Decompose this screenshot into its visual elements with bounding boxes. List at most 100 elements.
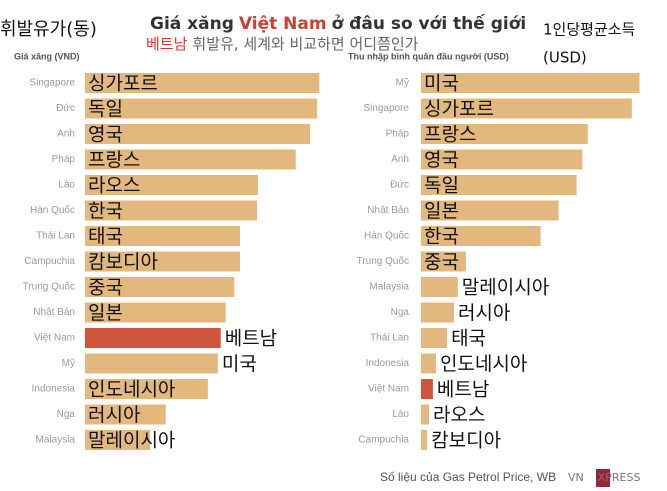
overlay-translation: 프랑스 xyxy=(424,124,476,146)
overlay-translation: 라오스 xyxy=(88,175,140,197)
overlay-translation: 독일 xyxy=(88,98,123,120)
category-label: Mỹ xyxy=(396,78,409,89)
category-label: Đức xyxy=(390,180,409,191)
category-label: Pháp xyxy=(52,154,76,165)
overlay-translation: 중국 xyxy=(424,251,459,273)
overlay-translation: 베트남 xyxy=(437,379,489,401)
category-label: Malaysia xyxy=(370,282,410,293)
bar xyxy=(421,277,458,297)
bar xyxy=(85,175,258,195)
bar xyxy=(85,226,240,246)
bar xyxy=(85,353,218,374)
overlay-translation: 미국 xyxy=(222,353,257,375)
axis-label: Giá xăng (VND) xyxy=(14,51,80,61)
category-label: Việt Nam xyxy=(368,384,409,395)
category-label: Anh xyxy=(57,129,75,140)
bar xyxy=(421,379,433,399)
bar xyxy=(85,98,318,119)
logo-part: VN xyxy=(568,471,584,484)
overlay-translation: 싱가포르 xyxy=(88,73,158,95)
overlay-translation: 인도네시아 xyxy=(440,353,527,375)
bar xyxy=(421,124,588,144)
bar xyxy=(85,124,310,144)
title-part: ở đâu so với thế giới xyxy=(332,13,527,34)
overlay-translation: 일본 xyxy=(88,302,123,324)
overlay-translation: 러시아 xyxy=(88,404,140,426)
category-label: Mỹ xyxy=(62,358,75,369)
category-label: Hàn Quốc xyxy=(364,230,409,242)
overlay-translation: 미국 xyxy=(424,73,459,95)
bar xyxy=(421,404,430,425)
category-label: Nhật Bản xyxy=(33,307,75,318)
overlay-right-title: 1인당평균소득 xyxy=(543,21,636,39)
bar xyxy=(85,430,150,450)
bar xyxy=(421,149,583,170)
bar xyxy=(421,251,466,272)
bar xyxy=(85,200,258,221)
overlay-translation: 캄보디아 xyxy=(88,251,158,273)
bar xyxy=(85,277,235,297)
overlay-translation: 한국 xyxy=(424,226,459,248)
category-label: Việt Nam xyxy=(34,333,75,344)
category-label: Nhật Bản xyxy=(367,205,409,216)
overlay-translation: 라오스 xyxy=(433,404,485,426)
title-part: Việt Nam xyxy=(239,14,327,34)
category-label: Malaysia xyxy=(36,435,76,446)
overlay-translation: 싱가포르 xyxy=(424,98,494,120)
bar xyxy=(421,98,632,119)
overlay-left-title: 휘발유가(동) xyxy=(0,19,97,40)
bar xyxy=(421,328,448,348)
overlay-translation: 태국 xyxy=(88,226,123,248)
bar xyxy=(85,379,208,399)
overlay-translation: 태국 xyxy=(451,328,486,350)
bar xyxy=(421,226,541,246)
overlay-translation: 독일 xyxy=(424,175,459,197)
overlay-right-unit: (USD) xyxy=(543,49,587,67)
logo-part: E xyxy=(588,471,595,484)
overlay-subtitle: 베트남 휘발유, 세계와 비교하면 어디쯤인가 xyxy=(146,35,419,53)
logo-part: XPRESS xyxy=(598,471,641,484)
title: Giá xăng Việt Nam ở đâu so với thế giới xyxy=(150,13,526,34)
bar xyxy=(421,73,640,93)
category-label: Lào xyxy=(392,409,409,420)
category-label: Nga xyxy=(57,409,76,420)
overlay-translation: 한국 xyxy=(88,200,123,222)
category-label: Đức xyxy=(56,103,75,114)
category-label: Hàn Quốc xyxy=(30,204,75,216)
overlay-translation: 말레이시아 xyxy=(88,430,175,452)
logo-box xyxy=(596,469,610,487)
category-label: Singapore xyxy=(29,78,75,89)
overlay-translation: 프랑스 xyxy=(88,149,140,171)
category-label: Trung Quốc xyxy=(357,255,409,267)
overlay-translation: 영국 xyxy=(424,149,459,171)
category-label: Campuchia xyxy=(358,435,409,446)
bar xyxy=(421,430,428,450)
category-label: Thái Lan xyxy=(370,333,409,344)
bar xyxy=(421,175,577,195)
bar xyxy=(85,149,296,170)
bar xyxy=(85,404,166,425)
source: Số liệu của Gas Petrol Price, WB xyxy=(380,470,556,484)
axis-label: Thu nhập bình quân đầu người (USD) xyxy=(348,51,509,61)
overlay-translation: 베트남 xyxy=(225,328,277,350)
category-label: Anh xyxy=(391,154,409,165)
overlay-translation: 캄보디아 xyxy=(431,430,501,452)
overlay-translation: 중국 xyxy=(88,277,123,299)
category-label: Thái Lan xyxy=(36,231,75,242)
title-part: Giá xăng xyxy=(150,14,234,34)
bar xyxy=(421,302,454,323)
overlay-translation: 말레이시아 xyxy=(462,277,549,299)
category-label: Pháp xyxy=(386,129,410,140)
bar xyxy=(85,73,320,93)
bar xyxy=(85,328,221,348)
bar xyxy=(85,251,240,272)
overlay-translation: 영국 xyxy=(88,124,123,146)
category-label: Nga xyxy=(391,307,410,318)
category-label: Indonesia xyxy=(366,358,410,369)
overlay-translation: 일본 xyxy=(424,200,459,222)
category-label: Indonesia xyxy=(32,384,76,395)
bar xyxy=(421,200,559,221)
overlay-translation: 러시아 xyxy=(458,302,510,324)
subtitle-highlight: 베트남 xyxy=(146,35,188,53)
category-label: Campuchia xyxy=(24,256,75,267)
